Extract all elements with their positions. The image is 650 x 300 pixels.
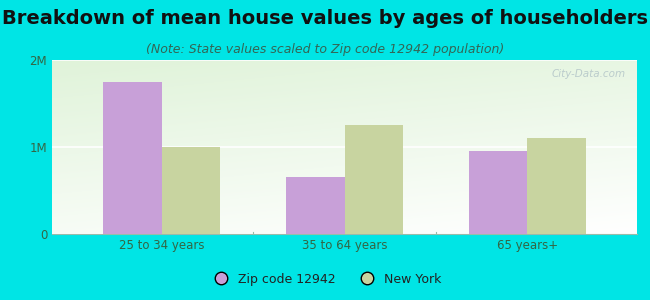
Bar bbox=[286, 178, 344, 234]
Text: Breakdown of mean house values by ages of householders: Breakdown of mean house values by ages o… bbox=[2, 9, 648, 28]
Bar bbox=[527, 138, 586, 234]
Legend: Zip code 12942, New York: Zip code 12942, New York bbox=[203, 268, 447, 291]
Text: City-Data.com: City-Data.com bbox=[551, 69, 625, 79]
Bar bbox=[103, 82, 162, 234]
Text: (Note: State values scaled to Zip code 12942 population): (Note: State values scaled to Zip code 1… bbox=[146, 44, 504, 56]
Bar bbox=[344, 125, 403, 234]
Bar bbox=[162, 147, 220, 234]
Bar bbox=[469, 152, 527, 234]
